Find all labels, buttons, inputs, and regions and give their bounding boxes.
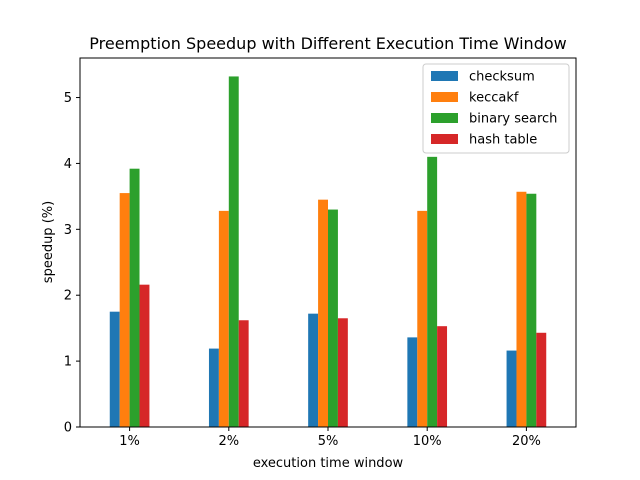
y-tick-label: 3 [64, 223, 72, 238]
bar-hash-table-4 [536, 332, 547, 427]
x-tick-label: 1% [119, 434, 140, 449]
bar-keccakf-0 [119, 193, 130, 427]
y-tick-label: 4 [64, 157, 72, 172]
bar-hash-table-3 [437, 326, 448, 427]
legend-box [422, 63, 570, 154]
bar-checksum-3 [407, 337, 418, 427]
legend-swatch-keccakf [431, 92, 458, 102]
legend-swatch-hash-table [431, 134, 458, 144]
y-tick-label: 5 [64, 91, 72, 106]
bar-keccakf-4 [516, 191, 527, 427]
legend-swatch-checksum [431, 71, 458, 81]
legend: checksum keccakf binary search hash table [422, 63, 570, 154]
bar-binary-search-4 [526, 193, 537, 427]
x-tick-label: 20% [512, 434, 541, 449]
bar-binary-search-0 [129, 168, 140, 427]
legend-label: binary search [469, 112, 557, 127]
x-tick-label: 10% [413, 434, 442, 449]
bar-hash-table-2 [337, 318, 348, 427]
y-axis-ticks: 0 1 2 3 4 5 [64, 91, 80, 436]
bars-group [109, 76, 547, 427]
bar-hash-table-0 [139, 284, 150, 427]
bar-keccakf-1 [218, 210, 229, 427]
x-tick-label: 2% [218, 434, 239, 449]
bar-checksum-4 [506, 350, 517, 427]
y-tick-label: 2 [64, 289, 72, 304]
x-axis-ticks: 1% 2% 5% 10% 20% [119, 427, 541, 449]
legend-label: hash table [469, 133, 537, 148]
bar-binary-search-1 [228, 76, 239, 427]
y-tick-label: 0 [64, 421, 72, 436]
x-axis-label: execution time window [253, 456, 404, 471]
y-axis-label: speedup (%) [41, 201, 56, 283]
bar-checksum-2 [308, 313, 319, 427]
legend-label: keccakf [469, 91, 519, 106]
y-tick-label: 1 [64, 355, 72, 370]
bar-hash-table-1 [238, 320, 249, 427]
bar-keccakf-2 [318, 199, 328, 427]
bar-keccakf-3 [417, 210, 428, 427]
x-tick-label: 5% [318, 434, 339, 449]
bar-checksum-1 [208, 348, 219, 427]
bar-binary-search-2 [328, 209, 338, 427]
chart-title: Preemption Speedup with Different Execut… [89, 34, 566, 53]
legend-swatch-binary-search [431, 113, 458, 123]
bar-binary-search-3 [427, 156, 438, 427]
legend-label: checksum [469, 70, 535, 85]
bar-checksum-0 [109, 311, 120, 427]
